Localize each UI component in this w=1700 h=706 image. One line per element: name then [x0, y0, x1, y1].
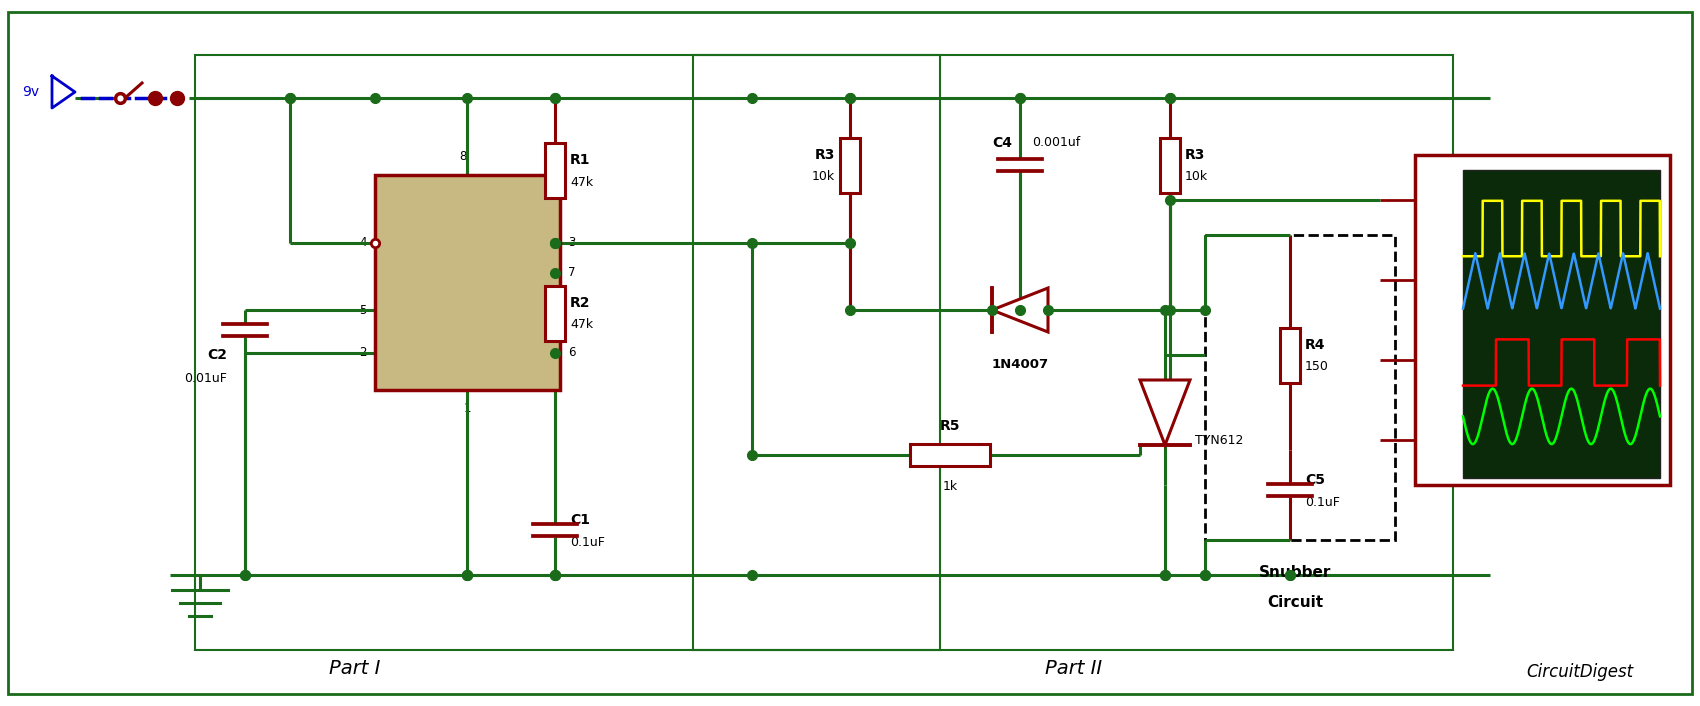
Text: R: R	[435, 237, 444, 249]
Bar	[694, 55, 1454, 650]
Text: Part I: Part I	[330, 659, 381, 678]
Text: DC: DC	[459, 266, 476, 280]
Text: 0.001uf: 0.001uf	[1032, 136, 1080, 150]
Text: Snubber: Snubber	[1258, 565, 1331, 580]
Text: 0.1uF: 0.1uF	[570, 535, 605, 549]
Text: 10k: 10k	[1185, 171, 1209, 184]
Text: 8: 8	[459, 150, 466, 163]
Text: R5: R5	[940, 419, 960, 433]
Text: 3: 3	[568, 237, 575, 249]
Bar	[840, 138, 860, 193]
Text: TR: TR	[422, 348, 437, 358]
Bar	[546, 285, 564, 340]
Text: 6: 6	[568, 347, 576, 359]
Text: Part II: Part II	[1046, 659, 1103, 678]
Text: 5: 5	[360, 304, 367, 316]
Text: TH: TH	[500, 348, 515, 358]
Text: D: D	[1431, 433, 1443, 448]
Text: 47k: 47k	[570, 318, 593, 332]
Text: 150: 150	[1306, 361, 1329, 373]
Bar	[196, 55, 940, 650]
Bar	[1414, 155, 1669, 485]
Bar	[1280, 328, 1300, 383]
Text: C2: C2	[207, 348, 228, 362]
Text: 10k: 10k	[813, 171, 835, 184]
Text: 7: 7	[568, 266, 576, 280]
Text: R2: R2	[570, 296, 590, 310]
Text: R4: R4	[1306, 338, 1326, 352]
Text: 4: 4	[359, 237, 367, 249]
Text: 1k: 1k	[942, 480, 957, 493]
Text: 555: 555	[452, 365, 483, 379]
Text: 1N4007: 1N4007	[991, 358, 1049, 371]
Bar	[1205, 235, 1396, 540]
Text: R3: R3	[814, 148, 835, 162]
Text: Circuit: Circuit	[1266, 595, 1323, 610]
Text: C5: C5	[1306, 473, 1324, 487]
Text: 9v: 9v	[22, 85, 39, 99]
Text: 1: 1	[464, 402, 471, 415]
Bar	[546, 143, 564, 198]
Bar	[1159, 138, 1180, 193]
Text: R1: R1	[570, 153, 590, 167]
Text: 2: 2	[359, 347, 367, 359]
Text: 0.1uF: 0.1uF	[1306, 496, 1340, 508]
Text: B: B	[1431, 273, 1442, 287]
Bar	[910, 444, 989, 466]
Bar	[1464, 170, 1659, 478]
Text: CV: CV	[459, 304, 476, 316]
Text: C: C	[1431, 352, 1442, 368]
Text: R3: R3	[1185, 148, 1205, 162]
Text: Q: Q	[491, 237, 500, 249]
Text: TYN612: TYN612	[1195, 433, 1243, 446]
Text: C4: C4	[993, 136, 1012, 150]
Text: C1: C1	[570, 513, 590, 527]
Polygon shape	[993, 288, 1047, 332]
Text: A: A	[1431, 193, 1442, 208]
Bar	[376, 175, 559, 390]
Text: VCC: VCC	[454, 206, 481, 220]
Text: 0.01uF: 0.01uF	[184, 371, 228, 385]
Polygon shape	[1141, 380, 1190, 445]
Text: CircuitDigest: CircuitDigest	[1527, 663, 1634, 681]
Text: 47k: 47k	[570, 176, 593, 189]
Text: GND: GND	[454, 348, 479, 358]
